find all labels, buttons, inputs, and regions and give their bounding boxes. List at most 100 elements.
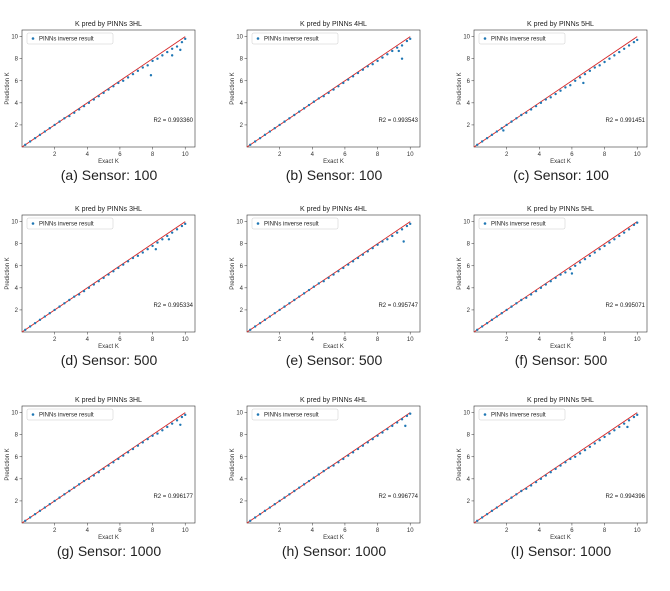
data-point: [28, 140, 32, 143]
y-tick-label: 6: [467, 455, 471, 461]
r2-annotation: R2 = 0.996774: [378, 494, 418, 500]
data-point: [121, 79, 125, 82]
legend-box: [478, 408, 566, 421]
data-point: [588, 254, 592, 258]
data-point: [376, 59, 379, 63]
x-tick-label: 2: [278, 337, 282, 343]
x-tick-label: 10: [634, 152, 641, 158]
data-point: [405, 224, 409, 228]
data-point: [327, 91, 330, 95]
data-point: [161, 54, 164, 57]
x-tick-label: 6: [570, 152, 574, 158]
y-tick-label: 10: [236, 220, 243, 226]
x-axis-label: Exact K: [550, 535, 571, 541]
x-tick-label: 10: [182, 528, 189, 534]
axes-frame: [246, 29, 421, 148]
data-point: [500, 503, 503, 506]
data-point: [273, 312, 276, 315]
data-point: [278, 499, 281, 503]
data-point: [381, 56, 384, 59]
legend-label: PINNs inverse result: [264, 222, 319, 228]
x-tick-label: 8: [376, 528, 380, 534]
r2-annotation: R2 = 0.995334: [153, 303, 193, 309]
x-tick-label: 2: [505, 528, 509, 534]
y-tick-label: 8: [467, 433, 471, 439]
x-tick-label: 2: [53, 152, 57, 158]
data-point: [351, 75, 355, 78]
data-point: [529, 293, 533, 296]
data-point: [263, 509, 267, 513]
data-point: [161, 238, 164, 241]
legend-box: [251, 32, 339, 45]
data-point: [386, 53, 389, 56]
plot-title: K pred by PINNs 4HL: [300, 397, 367, 404]
data-point: [346, 263, 350, 266]
data-point: [73, 295, 76, 298]
subplot-9: K pred by PINNs 5HL 2 4 6 8 10 2 4 6 8 10 Exact K Pr…: [457, 397, 648, 559]
r2-annotation: R2 = 0.994396: [605, 494, 645, 500]
data-point: [405, 414, 409, 418]
data-point: [317, 282, 321, 285]
subplot-1: K pred by PINNs 3HL 2 4 6 8 10 2 4 6 8 10 Exact K Pr…: [5, 21, 196, 183]
data-point: [180, 224, 184, 228]
data-point: [510, 305, 513, 308]
data-point: [381, 240, 384, 243]
data-point: [366, 441, 369, 444]
x-tick-label: 6: [570, 528, 574, 534]
data-point: [175, 228, 179, 231]
legend-label: PINNs inverse result: [39, 37, 94, 43]
data-point: [356, 256, 360, 260]
data-point: [293, 298, 296, 302]
y-tick-label: 2: [467, 499, 471, 505]
data-point: [156, 432, 159, 435]
y-tick-label: 2: [467, 308, 471, 314]
subplot-8: K pred by PINNs 4HL 2 4 6 8 10 2 4 6 8 10 Exact K Pr…: [230, 397, 421, 559]
data-point: [582, 81, 585, 85]
data-point: [593, 66, 596, 69]
data-point: [249, 519, 252, 522]
y-tick-label: 2: [240, 308, 244, 314]
data-point: [525, 111, 528, 114]
data-point: [151, 244, 154, 248]
y-axis-label: Prediction K: [5, 257, 11, 289]
plot-title: K pred by PINNs 3HL: [75, 21, 142, 28]
x-tick-label: 6: [343, 152, 347, 158]
data-point: [351, 451, 355, 454]
data-point: [293, 113, 296, 117]
plot-title: K pred by PINNs 4HL: [300, 206, 367, 213]
data-point: [146, 64, 149, 67]
x-tick-label: 8: [376, 337, 380, 343]
y-tick-label: 10: [11, 220, 18, 226]
data-point: [312, 100, 316, 103]
y-tick-label: 4: [467, 101, 471, 107]
data-point: [626, 425, 629, 429]
data-point: [117, 457, 120, 461]
data-point: [480, 140, 484, 143]
data-point: [544, 283, 548, 286]
data-point: [249, 143, 252, 146]
y-tick-label: 4: [15, 286, 19, 292]
y-tick-label: 6: [240, 264, 244, 270]
y-axis-label: Prediction K: [230, 72, 236, 104]
data-point: [53, 123, 56, 127]
data-point: [636, 38, 639, 42]
data-point: [77, 483, 81, 486]
data-point: [298, 110, 301, 113]
data-point: [578, 452, 582, 455]
data-point: [361, 68, 365, 71]
y-tick-label: 8: [15, 242, 19, 248]
plot-title: K pred by PINNs 5HL: [527, 397, 594, 404]
r2-annotation: R2 = 0.993360: [153, 118, 193, 124]
data-point: [141, 441, 144, 444]
data-point: [28, 516, 32, 519]
data-point: [559, 89, 562, 92]
data-point: [485, 512, 489, 516]
data-point: [58, 496, 61, 499]
data-point: [302, 483, 306, 486]
data-point: [117, 266, 120, 270]
data-point: [92, 98, 96, 101]
legend-box: [26, 217, 114, 230]
data-point: [569, 83, 572, 87]
data-point: [395, 421, 399, 424]
plot-title: K pred by PINNs 5HL: [527, 21, 594, 28]
